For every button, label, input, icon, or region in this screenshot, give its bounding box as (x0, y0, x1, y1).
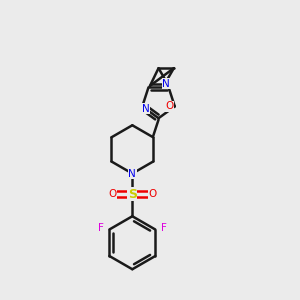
Text: O: O (108, 189, 116, 199)
Text: F: F (98, 223, 103, 233)
Text: S: S (128, 188, 137, 201)
Text: O: O (148, 189, 157, 199)
Text: N: N (128, 169, 136, 178)
Text: O: O (165, 101, 174, 111)
Text: N: N (142, 104, 150, 114)
Text: N: N (162, 79, 170, 89)
Text: F: F (161, 223, 167, 233)
